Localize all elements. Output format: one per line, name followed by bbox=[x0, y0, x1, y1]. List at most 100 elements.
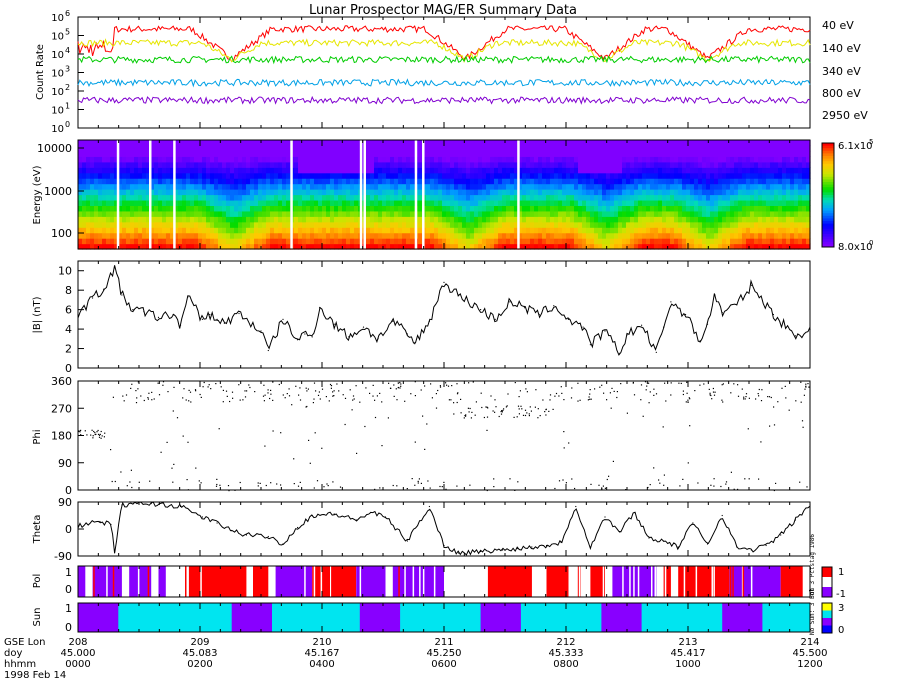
phi-point bbox=[379, 487, 381, 489]
energy-spectrogram-cell bbox=[702, 150, 707, 157]
energy-spectrogram-cell bbox=[666, 194, 671, 201]
theta-point bbox=[114, 550, 116, 553]
phi-point bbox=[244, 396, 247, 398]
energy-spectrogram-cell bbox=[430, 216, 435, 223]
energy-spectrogram-cell bbox=[334, 227, 339, 234]
energy-spectrogram-cell bbox=[734, 150, 739, 157]
energy-spectrogram-cell bbox=[806, 161, 811, 168]
energy-spectrogram-cell bbox=[130, 194, 135, 201]
energy-spectrogram-cell bbox=[742, 194, 747, 201]
energy-spectrogram-cell bbox=[706, 210, 711, 217]
phi-point bbox=[173, 463, 175, 465]
phi-point bbox=[453, 402, 455, 404]
energy-spectrogram-cell bbox=[82, 183, 87, 190]
energy-spectrogram-cell bbox=[782, 221, 787, 228]
phi-point bbox=[640, 384, 643, 386]
energy-spectrogram-cell bbox=[618, 238, 623, 245]
energy-spectrogram-cell bbox=[726, 161, 731, 168]
energy-spectrogram-cell bbox=[674, 156, 679, 163]
energy-spectrogram-cell bbox=[150, 178, 155, 185]
energy-spectrogram-cell bbox=[514, 194, 519, 201]
phi-point bbox=[514, 382, 516, 384]
polarity-tick-label: 1 bbox=[65, 566, 72, 579]
energy-spectrogram-cell bbox=[406, 178, 411, 185]
energy-spectrogram-cell bbox=[222, 150, 227, 157]
energy-spectrogram-cell bbox=[470, 232, 475, 239]
energy-spectrogram-cell bbox=[402, 238, 407, 245]
energy-spectrogram-cell bbox=[474, 194, 479, 201]
energy-spectrogram-cell bbox=[574, 150, 579, 157]
energy-spectrogram-cell bbox=[658, 199, 663, 206]
energy-spectrogram-cell bbox=[742, 221, 747, 228]
energy-spectrogram-cell bbox=[218, 210, 223, 217]
energy-spectrogram-cell bbox=[782, 172, 787, 179]
phi-point bbox=[544, 411, 546, 413]
energy-spectrogram-cell bbox=[622, 167, 627, 174]
energy-spectrogram-cell bbox=[230, 140, 235, 147]
energy-spectrogram-cell bbox=[374, 227, 379, 234]
energy-spectrogram-cell bbox=[670, 167, 675, 174]
energy-spectrogram-cell bbox=[242, 172, 247, 179]
energy-spectrogram-cell bbox=[502, 161, 507, 168]
energy-spectrogram-cell bbox=[582, 172, 587, 179]
energy-spectrogram-cell bbox=[690, 161, 695, 168]
energy-spectrogram-cell bbox=[522, 205, 527, 212]
energy-spectrogram-cell bbox=[470, 216, 475, 223]
energy-spectrogram-cell bbox=[302, 167, 307, 174]
energy-spectrogram-cell bbox=[658, 189, 663, 196]
energy-spectrogram-cell bbox=[618, 150, 623, 157]
energy-spectrogram-cell bbox=[562, 194, 567, 201]
energy-spectrogram-cell bbox=[250, 167, 255, 174]
energy-spectrogram-cell bbox=[518, 150, 523, 157]
energy-spectrogram-cell bbox=[382, 243, 387, 250]
energy-spectrogram-cell bbox=[330, 243, 335, 250]
energy-spectrogram-cell bbox=[230, 189, 235, 196]
energy-spectrogram-cell bbox=[298, 183, 303, 190]
energy-spectrogram-cell bbox=[662, 221, 667, 228]
energy-spectrogram-cell bbox=[714, 167, 719, 174]
energy-spectrogram-cell bbox=[86, 243, 91, 250]
energy-spectrogram-cell bbox=[338, 150, 343, 157]
energy-spectrogram-cell bbox=[118, 161, 123, 168]
energy-spectrogram-cell bbox=[398, 199, 403, 206]
energy-spectrogram-cell bbox=[118, 172, 123, 179]
phi-point bbox=[555, 392, 558, 395]
energy-spectrogram-cell bbox=[106, 232, 111, 239]
phi-point bbox=[520, 405, 522, 407]
phi-point bbox=[265, 484, 267, 487]
energy-spectrogram-cell bbox=[430, 178, 435, 185]
energy-spectrogram-cell bbox=[490, 216, 495, 223]
energy-spectrogram-cell bbox=[742, 210, 747, 217]
energy-spectrogram-cell bbox=[606, 145, 611, 152]
energy-spectrogram-cell bbox=[574, 189, 579, 196]
energy-spectrogram-cell bbox=[410, 210, 415, 217]
energy-spectrogram-cell bbox=[530, 205, 535, 212]
energy-spectrogram-cell bbox=[570, 227, 575, 234]
energy-spectrogram-cell bbox=[562, 238, 567, 245]
energy-spectrogram-cell bbox=[698, 210, 703, 217]
energy-spectrogram-cell bbox=[654, 150, 659, 157]
energy-spectrogram-cell bbox=[166, 183, 171, 190]
energy-spectrogram-cell bbox=[114, 140, 119, 147]
energy-spectrogram-cell bbox=[662, 156, 667, 163]
theta-point bbox=[619, 531, 621, 533]
energy-spectrogram-cell bbox=[322, 238, 327, 245]
energy-spectrogram-cell bbox=[378, 183, 383, 190]
energy-spectrogram-cell bbox=[98, 140, 103, 147]
phi-point bbox=[486, 416, 489, 418]
phi-point bbox=[602, 485, 604, 487]
energy-spectrogram-cell bbox=[154, 150, 159, 157]
phi-point bbox=[662, 426, 664, 428]
energy-spectrogram-cell bbox=[530, 167, 535, 174]
energy-spectrogram-cell bbox=[774, 232, 779, 239]
energy-spectrogram-cell bbox=[574, 172, 579, 179]
energy-spectrogram-cell bbox=[134, 150, 139, 157]
colorbar-swatch bbox=[822, 179, 834, 183]
energy-spectrogram-cell bbox=[374, 178, 379, 185]
energy-spectrogram-cell bbox=[222, 243, 227, 250]
energy-spectrogram-cell bbox=[694, 221, 699, 228]
energy-spectrogram-cell bbox=[106, 178, 111, 185]
energy-spectrogram-cell bbox=[130, 243, 135, 250]
energy-spectrogram-cell bbox=[86, 172, 91, 179]
energy-spectrogram-cell bbox=[710, 140, 715, 147]
